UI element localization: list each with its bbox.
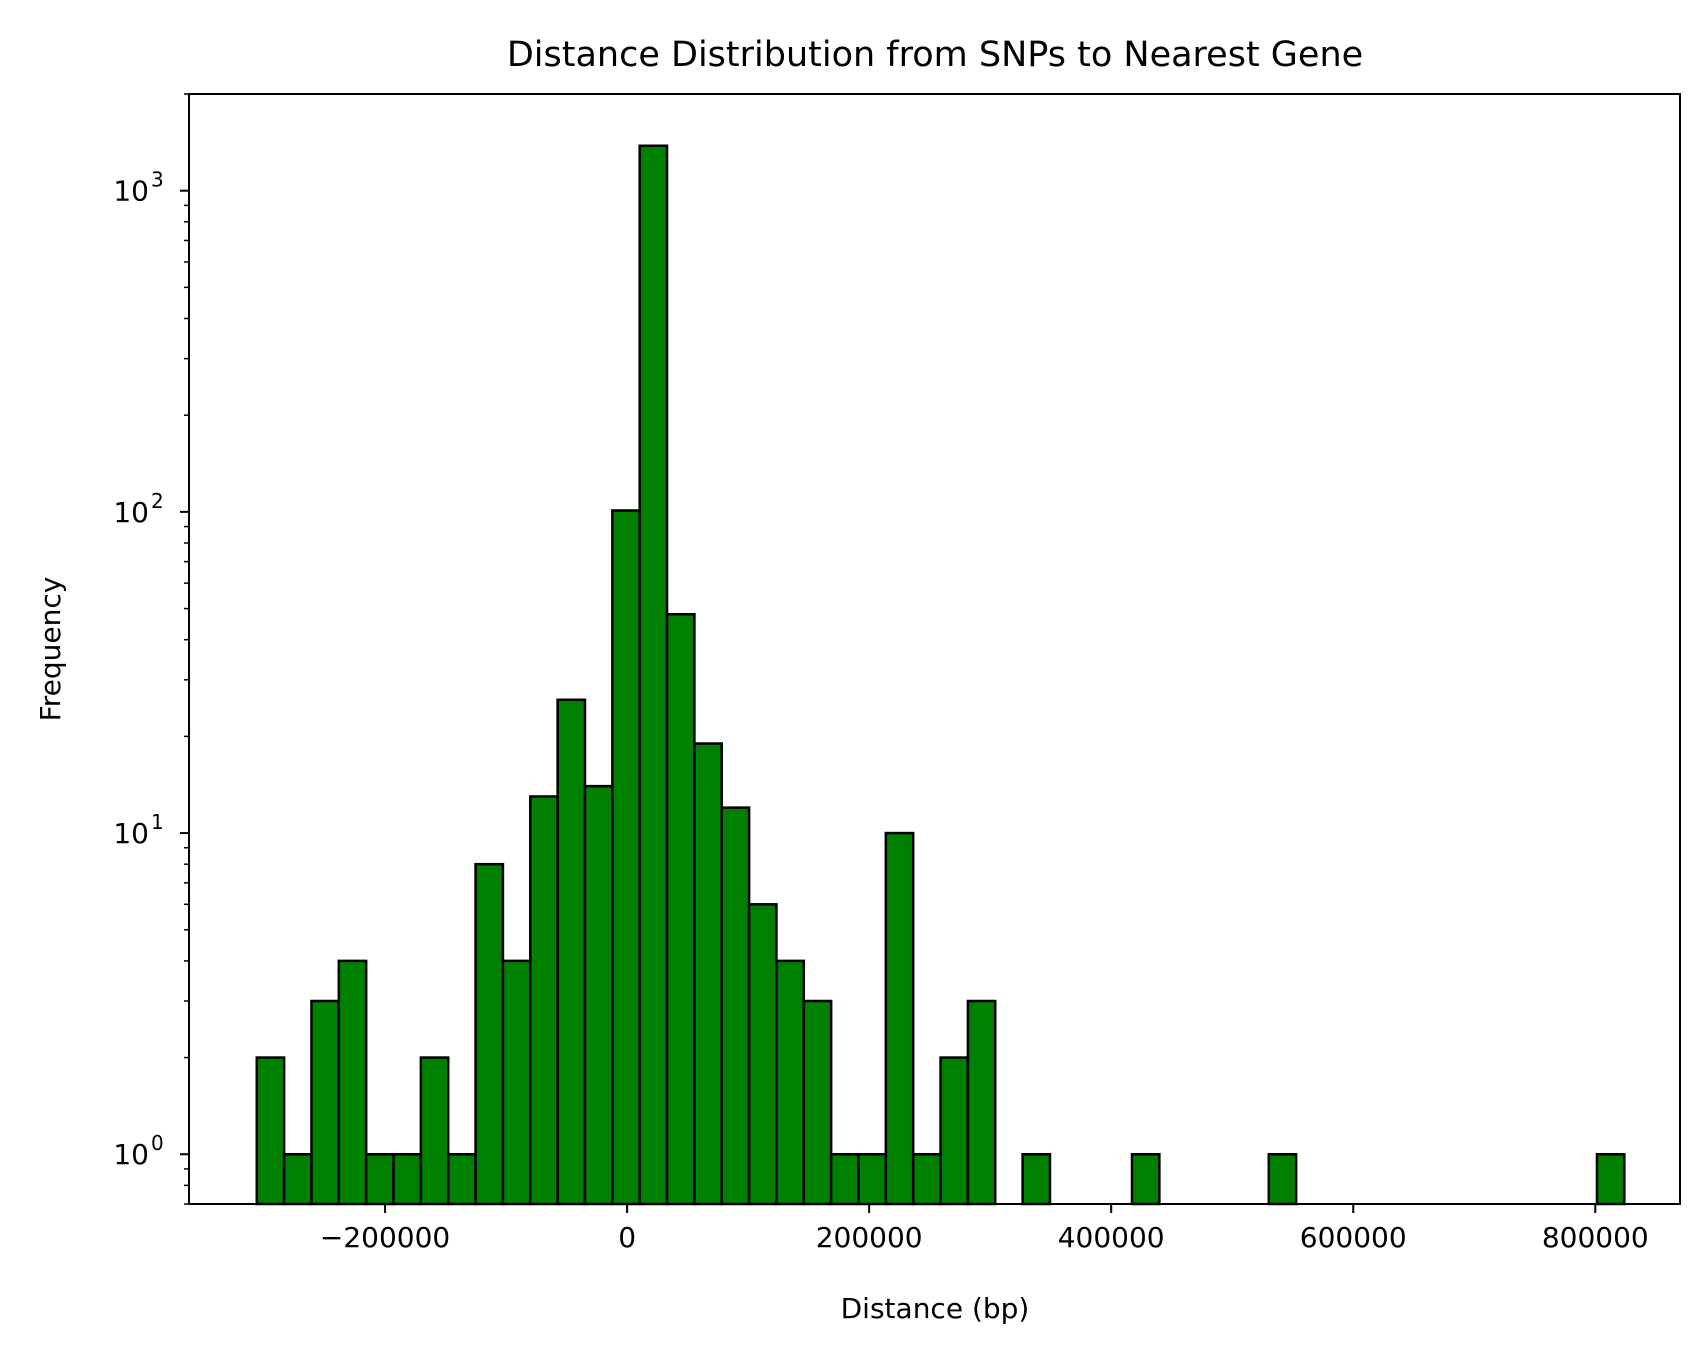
histogram-bar bbox=[939, 1056, 970, 1206]
histogram-bar bbox=[282, 1152, 313, 1206]
y-axis-label: Frequency bbox=[34, 577, 67, 722]
histogram-bar bbox=[310, 999, 341, 1206]
histogram-bar bbox=[720, 806, 751, 1206]
chart-title: Distance Distribution from SNPs to Neare… bbox=[507, 35, 1363, 75]
y-tick-exponent: 1 bbox=[151, 810, 164, 834]
x-axis-label: Distance (bp) bbox=[841, 1292, 1030, 1325]
y-tick-label: 10 bbox=[113, 496, 149, 529]
histogram-bar bbox=[364, 1152, 395, 1206]
histogram-bar bbox=[693, 742, 723, 1206]
x-tick-label: −200000 bbox=[320, 1221, 450, 1254]
x-tick-label: 0 bbox=[618, 1221, 636, 1254]
histogram-bar bbox=[583, 784, 614, 1206]
x-tick-label: 400000 bbox=[1058, 1221, 1165, 1254]
histogram-bar bbox=[665, 613, 696, 1206]
histogram-bar bbox=[392, 1152, 423, 1206]
histogram-bar bbox=[337, 959, 368, 1206]
x-axis: −200000 0 200000 400000 600000 800000 bbox=[320, 1204, 1649, 1254]
y-tick-exponent: 3 bbox=[151, 168, 164, 192]
histogram-bar bbox=[775, 959, 806, 1206]
histogram-bar bbox=[1595, 1152, 1626, 1206]
histogram-bar bbox=[884, 831, 915, 1206]
histogram-bar bbox=[747, 903, 778, 1206]
histogram-bar bbox=[255, 1056, 286, 1206]
histogram-bar bbox=[556, 698, 587, 1206]
histogram-bar bbox=[829, 1152, 860, 1206]
histogram-bar bbox=[529, 795, 559, 1206]
plot-frame bbox=[188, 93, 1681, 1205]
y-tick-exponent: 0 bbox=[151, 1131, 164, 1155]
x-tick-label: 200000 bbox=[816, 1221, 923, 1254]
x-tick-label: 800000 bbox=[1542, 1221, 1649, 1254]
y-tick-exponent: 2 bbox=[151, 489, 164, 513]
histogram-bar bbox=[857, 1152, 888, 1206]
histogram-bar bbox=[802, 999, 833, 1206]
x-tick-label: 600000 bbox=[1300, 1221, 1407, 1254]
y-tick-label: 10 bbox=[113, 1138, 149, 1171]
histogram-bar bbox=[1267, 1152, 1298, 1206]
bars-group bbox=[255, 144, 1626, 1206]
histogram-bar bbox=[1130, 1152, 1161, 1206]
histogram-bar bbox=[501, 959, 532, 1206]
histogram-bar bbox=[446, 1152, 477, 1206]
histogram-bar bbox=[966, 999, 997, 1206]
histogram-bar bbox=[611, 509, 641, 1206]
histogram-bar bbox=[419, 1056, 450, 1206]
histogram-bar bbox=[911, 1152, 942, 1206]
y-tick-label: 10 bbox=[113, 175, 149, 208]
histogram-bar bbox=[1021, 1152, 1052, 1206]
histogram-bar bbox=[638, 144, 669, 1206]
histogram-bar bbox=[474, 862, 505, 1206]
y-tick-label: 10 bbox=[113, 817, 149, 850]
